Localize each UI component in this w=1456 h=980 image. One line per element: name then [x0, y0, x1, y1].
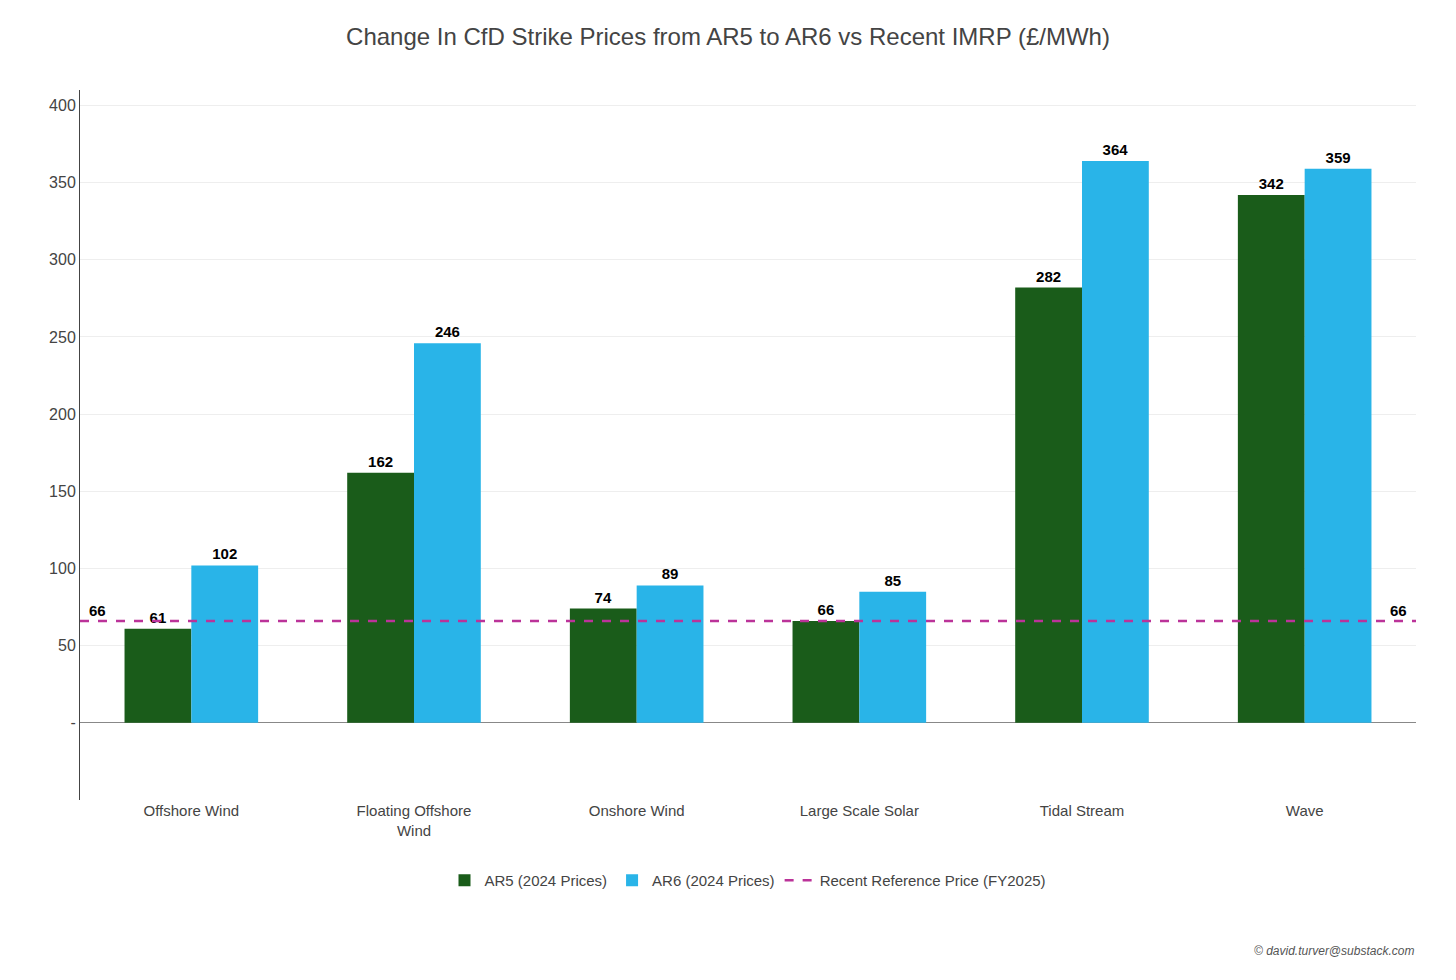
svg-text:66: 66	[1390, 602, 1407, 619]
svg-text:89: 89	[662, 565, 679, 582]
svg-text:400: 400	[49, 97, 76, 114]
svg-text:Onshore Wind: Onshore Wind	[589, 802, 685, 819]
svg-text:Change In CfD Strike Prices fr: Change In CfD Strike Prices from AR5 to …	[346, 23, 1110, 50]
svg-text:-: -	[70, 714, 75, 731]
svg-text:50: 50	[58, 637, 76, 654]
svg-text:300: 300	[49, 251, 76, 268]
svg-text:66: 66	[89, 602, 106, 619]
svg-text:200: 200	[49, 406, 76, 423]
svg-text:342: 342	[1259, 175, 1284, 192]
svg-text:AR6 (2024 Prices): AR6 (2024 Prices)	[652, 872, 775, 889]
svg-text:Wave: Wave	[1286, 802, 1324, 819]
svg-text:102: 102	[212, 545, 237, 562]
svg-text:364: 364	[1103, 141, 1129, 158]
svg-text:359: 359	[1326, 149, 1351, 166]
svg-text:100: 100	[49, 560, 76, 577]
svg-text:Tidal Stream: Tidal Stream	[1040, 802, 1124, 819]
svg-text:Offshore Wind: Offshore Wind	[144, 802, 240, 819]
svg-text:© david.turver@substack.com: © david.turver@substack.com	[1254, 944, 1414, 958]
svg-text:350: 350	[49, 174, 76, 191]
svg-text:Floating OffshoreWind: Floating OffshoreWind	[357, 802, 472, 839]
svg-text:Large Scale Solar: Large Scale Solar	[800, 802, 919, 819]
svg-text:66: 66	[818, 601, 835, 618]
svg-text:AR5 (2024 Prices): AR5 (2024 Prices)	[485, 872, 608, 889]
svg-text:Recent Reference Price (FY2025: Recent Reference Price (FY2025)	[820, 872, 1046, 889]
svg-text:162: 162	[368, 453, 393, 470]
svg-text:250: 250	[49, 329, 76, 346]
svg-text:61: 61	[150, 609, 167, 626]
svg-text:150: 150	[49, 483, 76, 500]
svg-text:85: 85	[884, 572, 901, 589]
svg-text:74: 74	[595, 589, 612, 606]
svg-text:246: 246	[435, 323, 460, 340]
svg-text:282: 282	[1036, 268, 1061, 285]
